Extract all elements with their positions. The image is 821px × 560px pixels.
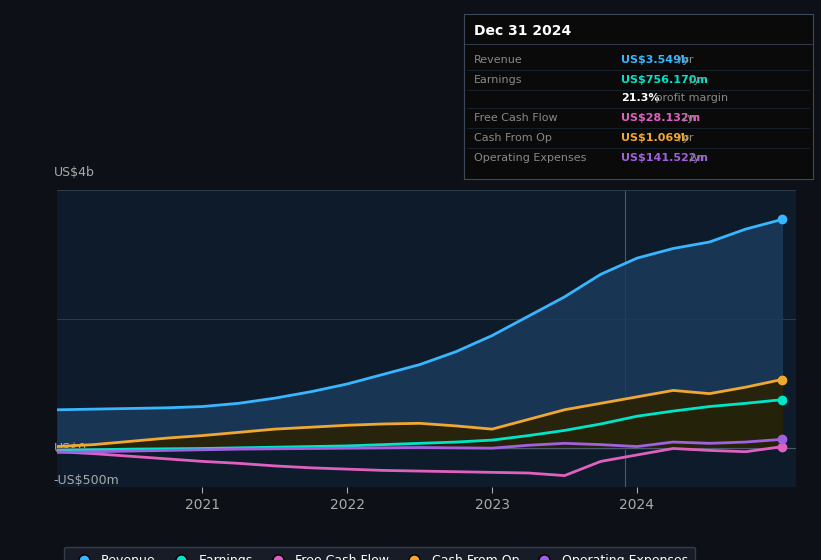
- Text: US$28.132m: US$28.132m: [621, 113, 700, 123]
- Text: US$756.170m: US$756.170m: [621, 75, 708, 85]
- Text: 21.3%: 21.3%: [621, 94, 659, 103]
- Text: Free Cash Flow: Free Cash Flow: [475, 113, 558, 123]
- Text: Operating Expenses: Operating Expenses: [475, 153, 587, 163]
- Text: Revenue: Revenue: [475, 55, 523, 66]
- Text: US$0: US$0: [54, 442, 87, 455]
- Text: US$141.522m: US$141.522m: [621, 153, 708, 163]
- Legend: Revenue, Earnings, Free Cash Flow, Cash From Op, Operating Expenses: Revenue, Earnings, Free Cash Flow, Cash …: [64, 547, 695, 560]
- Text: Cash From Op: Cash From Op: [475, 133, 553, 143]
- Text: US$4b: US$4b: [54, 166, 94, 179]
- Text: /yr: /yr: [686, 153, 704, 163]
- Text: /yr: /yr: [675, 133, 693, 143]
- Text: Dec 31 2024: Dec 31 2024: [475, 24, 571, 38]
- Text: -US$500m: -US$500m: [54, 474, 120, 487]
- Text: profit margin: profit margin: [653, 94, 728, 103]
- Text: /yr: /yr: [686, 75, 704, 85]
- Text: US$1.069b: US$1.069b: [621, 133, 689, 143]
- Text: US$3.549b: US$3.549b: [621, 55, 689, 66]
- Text: /yr: /yr: [675, 55, 693, 66]
- Text: /yr: /yr: [680, 113, 699, 123]
- Text: Earnings: Earnings: [475, 75, 523, 85]
